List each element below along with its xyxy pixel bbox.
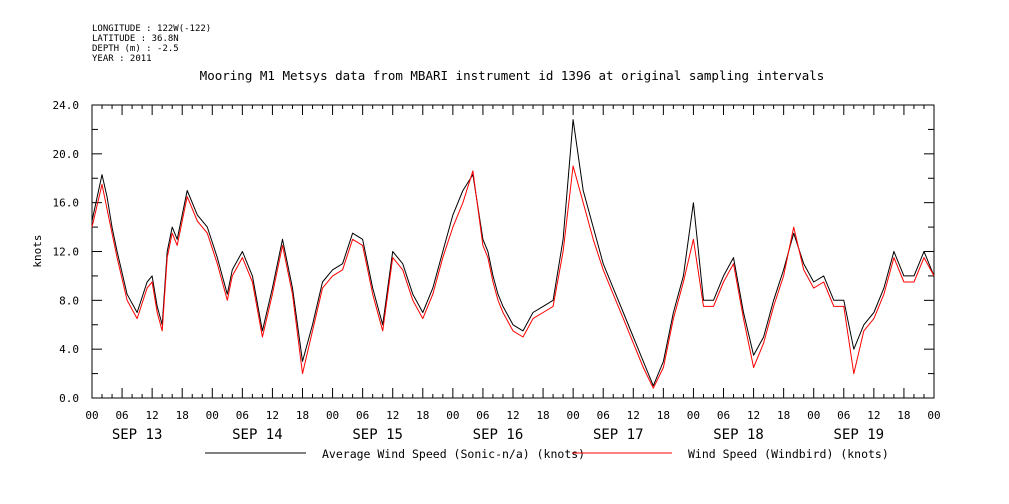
header-year: YEAR : 2011 bbox=[92, 54, 152, 64]
header-latitude: LATITUDE : 36.8N bbox=[92, 34, 179, 44]
chart-title: Mooring M1 Metsys data from MBARI instru… bbox=[200, 68, 825, 83]
x-tick-label: 06 bbox=[236, 409, 249, 422]
x-tick-label: 00 bbox=[687, 409, 700, 422]
x-tick-label: 00 bbox=[446, 409, 459, 422]
x-tick-label: 18 bbox=[657, 409, 670, 422]
x-day-label: SEP 19 bbox=[834, 427, 885, 443]
x-tick-label: 06 bbox=[356, 409, 369, 422]
x-axis: 00 06 12 18 00 06 12 18 00 06 12 18 00 06 12 18 00 06 12 18… bbox=[85, 105, 941, 443]
x-tick-label: 18 bbox=[176, 409, 189, 422]
x-day-label: SEP 15 bbox=[352, 427, 403, 443]
x-tick-label: 00 bbox=[927, 409, 940, 422]
x-tick-label: 18 bbox=[296, 409, 309, 422]
y-tick-label: 0.0 bbox=[59, 392, 79, 405]
x-tick-label: 00 bbox=[206, 409, 219, 422]
x-tick-label: 06 bbox=[115, 409, 128, 422]
y-tick-label: 8.0 bbox=[59, 294, 79, 307]
series-line-windbird bbox=[91, 165, 935, 389]
series-lines bbox=[91, 119, 935, 389]
y-axis: 0.0 4.0 8.0 12.0 16.0 20.0 24.0 bbox=[53, 99, 934, 405]
x-day-label: SEP 18 bbox=[713, 427, 764, 443]
y-tick-label: 20.0 bbox=[53, 148, 80, 161]
x-tick-label: 06 bbox=[476, 409, 489, 422]
x-tick-label: 18 bbox=[416, 409, 429, 422]
x-tick-label: 00 bbox=[567, 409, 580, 422]
y-tick-label: 12.0 bbox=[53, 246, 80, 259]
x-tick-label: 00 bbox=[85, 409, 98, 422]
header-depth: DEPTH (m) : -2.5 bbox=[92, 44, 179, 54]
x-tick-label: 18 bbox=[897, 409, 910, 422]
x-tick-label: 00 bbox=[326, 409, 339, 422]
header-longitude: LONGITUDE : 122W(-122) bbox=[92, 24, 211, 34]
x-tick-label: 12 bbox=[747, 409, 760, 422]
x-day-label: SEP 14 bbox=[232, 427, 283, 443]
x-tick-label: 06 bbox=[837, 409, 850, 422]
x-tick-label: 18 bbox=[777, 409, 790, 422]
y-axis-label: knots bbox=[31, 234, 44, 267]
plot-frame bbox=[91, 104, 935, 399]
legend: Average Wind Speed (Sonic-n/a) (knots) W… bbox=[205, 447, 889, 461]
x-tick-label: 12 bbox=[146, 409, 159, 422]
x-tick-label: 06 bbox=[597, 409, 610, 422]
x-tick-label: 00 bbox=[807, 409, 820, 422]
y-tick-label: 16.0 bbox=[53, 197, 80, 210]
x-tick-label: 12 bbox=[627, 409, 640, 422]
legend-label-windbird: Wind Speed (Windbird) (knots) bbox=[688, 447, 889, 461]
x-day-label: SEP 16 bbox=[473, 427, 524, 443]
x-day-label: SEP 13 bbox=[112, 427, 163, 443]
x-tick-label: 18 bbox=[536, 409, 549, 422]
x-tick-label: 06 bbox=[717, 409, 730, 422]
series-line-sonic bbox=[91, 119, 935, 387]
x-tick-label: 12 bbox=[506, 409, 519, 422]
x-tick-label: 12 bbox=[386, 409, 399, 422]
legend-label-sonic: Average Wind Speed (Sonic-n/a) (knots) bbox=[322, 447, 585, 461]
x-tick-label: 12 bbox=[266, 409, 279, 422]
y-tick-label: 4.0 bbox=[59, 343, 79, 356]
y-tick-label: 24.0 bbox=[53, 99, 80, 112]
x-tick-label: 12 bbox=[867, 409, 880, 422]
x-day-label: SEP 17 bbox=[593, 427, 644, 443]
